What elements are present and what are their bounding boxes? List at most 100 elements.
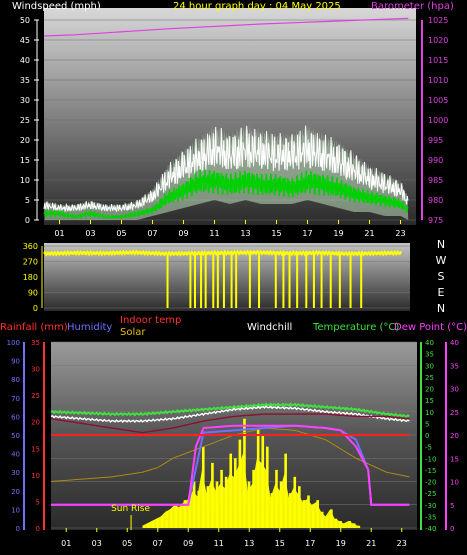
rain-y-tick: 0	[36, 525, 40, 533]
dewpoint-y-tick: 5	[450, 502, 454, 510]
wind-x-tick: 19	[333, 229, 343, 238]
humidity-y-tick: 70	[11, 395, 20, 403]
temp-y-tick: -40	[425, 525, 436, 533]
temp-y-tick: 0	[425, 432, 429, 440]
temp-y-tick: -15	[425, 467, 436, 475]
direction-y-tick: 360	[23, 242, 38, 251]
compass-label: N	[437, 238, 445, 251]
wind-x-tick: 05	[116, 229, 126, 238]
temp-x-tick: 07	[153, 539, 163, 548]
dewpoint-y-tick: 10	[450, 479, 459, 487]
wind-panel: Windspeed (mph) 24 hour graph day : 04 M…	[12, 1, 454, 238]
wind-y-tick: 0	[25, 216, 30, 225]
temp-y-tick: -30	[425, 502, 436, 510]
wind-x-tick: 01	[54, 229, 64, 238]
temp-y-tick: -35	[425, 513, 436, 521]
baro-y-tick: 980	[428, 196, 443, 205]
dewpoint-y-tick: 25	[450, 409, 459, 417]
rain-y-tick: 10	[31, 472, 40, 480]
direction-y-tick: 90	[28, 289, 38, 298]
wind-x-tick: 17	[302, 229, 312, 238]
temp-x-tick: 21	[366, 539, 376, 548]
solar-label: Solar	[120, 327, 146, 338]
wind-x-tick: 15	[271, 229, 281, 238]
baro-y-tick: 985	[428, 176, 443, 185]
wind-y-tick: 20	[20, 136, 30, 145]
barometer-series	[43, 17, 409, 37]
baro-y-tick: 1015	[428, 56, 448, 65]
direction-y-tick: 180	[23, 273, 38, 282]
wind-average-series	[43, 169, 409, 220]
temp-x-tick: 17	[305, 539, 315, 548]
temp-x-tick: 05	[122, 539, 132, 548]
indoor-temp-label: Indoor temp	[120, 315, 181, 326]
compass-label: S	[438, 270, 445, 283]
wind-y-tick: 45	[20, 36, 30, 45]
temp-y-tick: -25	[425, 490, 436, 498]
temperature-label: Temperature (°C)	[312, 322, 399, 333]
wind-x-tick: 21	[364, 229, 374, 238]
rain-y-tick: 5	[36, 498, 40, 506]
dewpoint-y-tick: 35	[450, 362, 459, 370]
wind-gust-series	[43, 125, 409, 213]
wind-y-tick: 40	[20, 56, 30, 65]
temp-x-tick: 15	[275, 539, 285, 548]
baro-y-tick: 990	[428, 156, 443, 165]
wind-x-tick: 11	[209, 229, 219, 238]
temp-y-tick: 40	[425, 339, 434, 347]
humidity-y-tick: 90	[11, 358, 20, 366]
humidity-y-tick: 50	[11, 432, 20, 440]
wind-x-tick: 13	[240, 229, 250, 238]
direction-y-tick: 0	[33, 304, 38, 313]
temp-x-tick: 13	[244, 539, 254, 548]
wind-axis-title: Windspeed (mph)	[12, 1, 101, 12]
temp-y-tick: 30	[425, 362, 434, 370]
humidity-y-tick: 10	[11, 506, 20, 514]
humidity-y-tick: 0	[16, 525, 20, 533]
graph-title: 24 hour graph day : 04 May 2025	[173, 1, 341, 12]
solar-series	[50, 427, 410, 482]
rain-y-tick: 35	[31, 339, 40, 347]
rain-y-tick: 20	[31, 419, 40, 427]
rain-y-tick: 30	[31, 366, 40, 374]
temp-y-tick: -10	[425, 455, 436, 463]
humidity-y-tick: 30	[11, 469, 20, 477]
humidity-label: Humidity	[67, 322, 112, 333]
baro-y-tick: 995	[428, 136, 443, 145]
rain-y-tick: 15	[31, 445, 40, 453]
temp-y-tick: 25	[425, 374, 434, 382]
temp-x-tick: 23	[397, 539, 407, 548]
compass-label: W	[436, 254, 447, 267]
wind-x-tick: 09	[178, 229, 188, 238]
wind-x-tick: 23	[395, 229, 405, 238]
wind-y-tick: 10	[20, 176, 30, 185]
temp-y-tick: -5	[425, 444, 432, 452]
solar-bar	[357, 525, 361, 528]
windchill-label: Windchill	[247, 322, 292, 333]
wind-y-tick: 30	[20, 96, 30, 105]
wind-y-tick: 25	[20, 116, 30, 125]
humidity-y-tick: 80	[11, 376, 20, 384]
baro-y-tick: 1010	[428, 76, 448, 85]
baro-y-tick: 1005	[428, 96, 448, 105]
solar-area	[142, 453, 358, 528]
dewpoint-y-tick: 15	[450, 455, 459, 463]
compass-label: E	[438, 286, 445, 299]
wind-y-tick: 5	[25, 196, 30, 205]
dewpoint-series	[51, 424, 410, 506]
direction-y-tick: 270	[23, 258, 38, 267]
baro-y-tick: 1020	[428, 36, 448, 45]
temp-y-tick: 5	[425, 420, 429, 428]
baro-y-tick: 1000	[428, 116, 448, 125]
temp-x-tick: 11	[214, 539, 224, 548]
wind-y-tick: 15	[20, 156, 30, 165]
temp-x-tick: 01	[61, 539, 71, 548]
temp-y-tick: 10	[425, 409, 434, 417]
baro-axis-title: Barometer (hpa)	[371, 1, 454, 12]
temp-x-tick: 19	[336, 539, 346, 548]
temp-x-tick: 09	[183, 539, 193, 548]
rainfall-label: Rainfall (mm)	[0, 322, 68, 333]
temp-y-tick: 35	[425, 351, 434, 359]
wind-y-tick: 35	[20, 76, 30, 85]
